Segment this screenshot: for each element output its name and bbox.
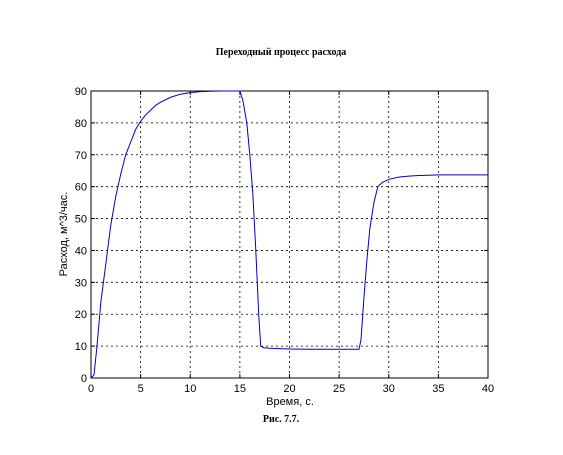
y-tick-label: 20	[75, 309, 87, 321]
x-axis-label: Время, с.	[266, 396, 314, 408]
tick-label-layer: 0 5 10 15 20 25 30 35 40 0 10 20 30 40 50 60 70 80 90	[75, 86, 494, 395]
y-tick-label: 50	[75, 214, 87, 226]
y-tick-label: 70	[75, 150, 87, 162]
y-tick-label: 40	[75, 245, 87, 257]
y-tick-label: 0	[81, 373, 87, 385]
x-tick-label: 25	[333, 383, 345, 395]
figure-caption: Рис. 7.7.	[263, 414, 300, 425]
x-tick-label: 20	[283, 383, 295, 395]
x-tick-label: 35	[432, 383, 444, 395]
y-tick-label: 10	[75, 341, 87, 353]
y-tick-label: 30	[75, 277, 87, 289]
y-tick-label: 60	[75, 182, 87, 194]
x-tick-label: 5	[138, 383, 144, 395]
grid-layer	[91, 91, 488, 378]
series-line-flow-rate	[90, 90, 488, 379]
chart-title: Переходный процесс расхода	[216, 47, 347, 58]
y-tick-label: 80	[75, 118, 87, 130]
x-tick-label: 40	[482, 383, 494, 395]
plot-area	[90, 90, 489, 379]
x-tick-label: 10	[184, 383, 196, 395]
x-tick-label: 30	[383, 383, 395, 395]
y-tick-label: 90	[75, 86, 87, 98]
x-tick-label: 0	[88, 383, 94, 395]
y-axis-label: Расход, м^3/час.	[58, 192, 70, 277]
x-tick-label: 15	[234, 383, 246, 395]
